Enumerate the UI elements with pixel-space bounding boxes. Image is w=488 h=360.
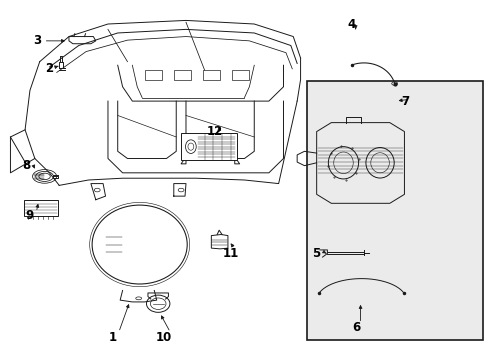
Bar <box>173 69 190 80</box>
Bar <box>232 69 249 80</box>
Text: 11: 11 <box>222 247 239 260</box>
Text: 12: 12 <box>207 125 223 138</box>
Bar <box>203 69 220 80</box>
Text: 2: 2 <box>45 62 53 75</box>
Text: 5: 5 <box>312 247 320 260</box>
Text: 7: 7 <box>401 95 408 108</box>
Text: 6: 6 <box>352 320 360 333</box>
Text: 10: 10 <box>156 331 172 344</box>
Text: 9: 9 <box>26 210 34 222</box>
Bar <box>144 69 161 80</box>
Bar <box>181 134 237 160</box>
Text: 4: 4 <box>347 18 355 31</box>
Bar <box>306 81 483 339</box>
Bar <box>24 200 58 216</box>
Text: 8: 8 <box>22 159 30 172</box>
Text: 3: 3 <box>33 33 41 47</box>
Text: 1: 1 <box>108 331 117 344</box>
